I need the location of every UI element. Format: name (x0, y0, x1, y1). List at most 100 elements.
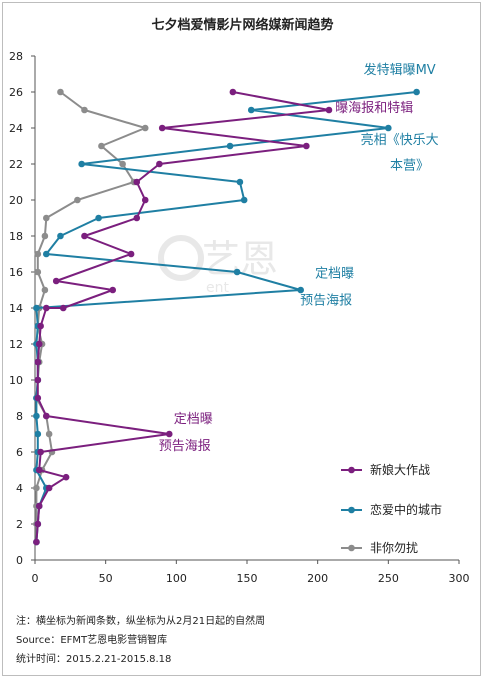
chart-frame (2, 2, 481, 676)
series-point-1 (33, 412, 40, 420)
annotation-label: 预告海报 (159, 439, 211, 454)
series-point-0 (229, 88, 237, 96)
series-point-0 (325, 106, 333, 114)
series-point-1 (297, 286, 305, 294)
x-tick-label: 150 (237, 572, 258, 585)
series-point-0 (133, 214, 141, 222)
legend-label-0: 新娘大作战 (370, 462, 430, 477)
y-tick-label: 0 (16, 554, 23, 567)
y-tick-label: 10 (9, 374, 23, 387)
series-point-1 (413, 88, 420, 96)
watermark-subtext: ent (206, 280, 229, 296)
footnotes: 注：横坐标为新闻条数，纵坐标为从2月21日起的自然周 Source：EFMT艺恩… (16, 612, 265, 669)
series-point-0 (156, 160, 163, 168)
y-tick-label: 14 (9, 302, 23, 315)
series-point-0 (127, 250, 135, 258)
series-point-2 (119, 160, 126, 168)
series-point-1 (240, 196, 248, 204)
series-line-2 (35, 91, 147, 542)
series-point-0 (62, 473, 70, 481)
series-point-1 (78, 160, 85, 168)
y-tick-label: 22 (9, 158, 23, 171)
series-point-0 (109, 286, 117, 294)
series-point-1 (43, 250, 50, 258)
y-tick-label: 4 (16, 482, 23, 495)
annotation-label: 预告海报 (300, 293, 352, 308)
y-tick-label: 12 (9, 338, 23, 351)
series-point-0 (43, 304, 50, 312)
series-point-0 (35, 502, 43, 510)
series-point-2 (34, 268, 42, 276)
series-point-2 (41, 286, 49, 294)
legend-marker-2 (348, 544, 355, 552)
annotation-label: 发特辑曝MV (364, 62, 436, 78)
x-tick-label: 200 (307, 572, 328, 585)
x-tick-label: 0 (32, 572, 39, 585)
footnote-axis-desc: 注：横坐标为新闻条数，纵坐标为从2月21日起的自然周 (16, 616, 266, 627)
footnote-source: Source：EFMT艺恩电影营销智库 (16, 635, 168, 646)
chart-title: 七夕档爱情影片网络媒新闻趋势 (151, 18, 334, 33)
annotation-label: 亮相《快乐大 (361, 132, 439, 148)
watermark-text: 艺恩 (202, 237, 278, 281)
series-point-0 (133, 178, 141, 186)
series-point-0 (33, 538, 40, 546)
y-tick-label: 24 (9, 122, 23, 135)
y-tick-label: 18 (9, 230, 23, 243)
series-point-0 (37, 448, 44, 456)
series-point-2 (141, 124, 149, 132)
series-point-0 (141, 196, 149, 204)
series-point-2 (34, 250, 42, 258)
x-tick-label: 250 (378, 572, 399, 585)
series-point-0 (34, 358, 42, 366)
watermark-logo-icon (158, 235, 204, 281)
series-point-2 (74, 196, 81, 204)
series-point-1 (236, 178, 244, 186)
series-point-0 (34, 520, 42, 528)
legend-marker-1 (348, 506, 355, 514)
series-point-2 (57, 88, 64, 96)
series-point-2 (41, 232, 49, 240)
annotation-label: 本营》 (390, 158, 429, 173)
annotation-label: 曝海报和特辑 (335, 101, 413, 116)
series-point-1 (33, 304, 40, 312)
series-point-2 (43, 214, 50, 222)
series-point-1 (233, 268, 241, 276)
x-tick-label: 100 (166, 572, 187, 585)
series-point-0 (165, 430, 173, 438)
x-tick-label: 50 (99, 572, 113, 585)
series-point-0 (34, 376, 42, 384)
series-point-2 (45, 430, 53, 438)
legend-label-1: 恋爱中的城市 (370, 502, 442, 517)
series-point-2 (98, 142, 105, 150)
series-point-0 (59, 304, 67, 312)
x-tick-label: 300 (449, 572, 470, 585)
series-point-2 (81, 106, 88, 114)
series-point-1 (95, 214, 102, 222)
annotation-label: 定档曝 (315, 266, 354, 281)
series-point-0 (45, 484, 53, 492)
series-point-0 (37, 322, 44, 330)
annotation-label: 定档曝 (174, 412, 213, 427)
y-tick-label: 6 (16, 446, 23, 459)
y-tick-label: 28 (9, 50, 23, 63)
series-point-2 (33, 484, 40, 492)
series-point-1 (385, 124, 392, 132)
series-point-0 (35, 466, 43, 474)
y-tick-label: 26 (9, 86, 23, 99)
legend-marker-0 (348, 466, 355, 474)
series-point-1 (57, 232, 64, 240)
series-point-1 (247, 106, 255, 114)
series-line-0 (35, 91, 330, 543)
series-line-1 (35, 91, 417, 543)
series-point-0 (303, 142, 310, 150)
series-point-1 (34, 430, 42, 438)
legend-label-2: 非你勿扰 (370, 541, 418, 555)
series-point-1 (226, 142, 234, 150)
series-point-0 (34, 394, 42, 402)
footnote-period: 统计时间：2015.2.21-2015.8.18 (16, 654, 172, 665)
y-tick-label: 2 (16, 518, 23, 531)
y-tick-label: 20 (9, 194, 23, 207)
y-tick-label: 8 (16, 410, 23, 423)
series-point-0 (158, 124, 166, 132)
